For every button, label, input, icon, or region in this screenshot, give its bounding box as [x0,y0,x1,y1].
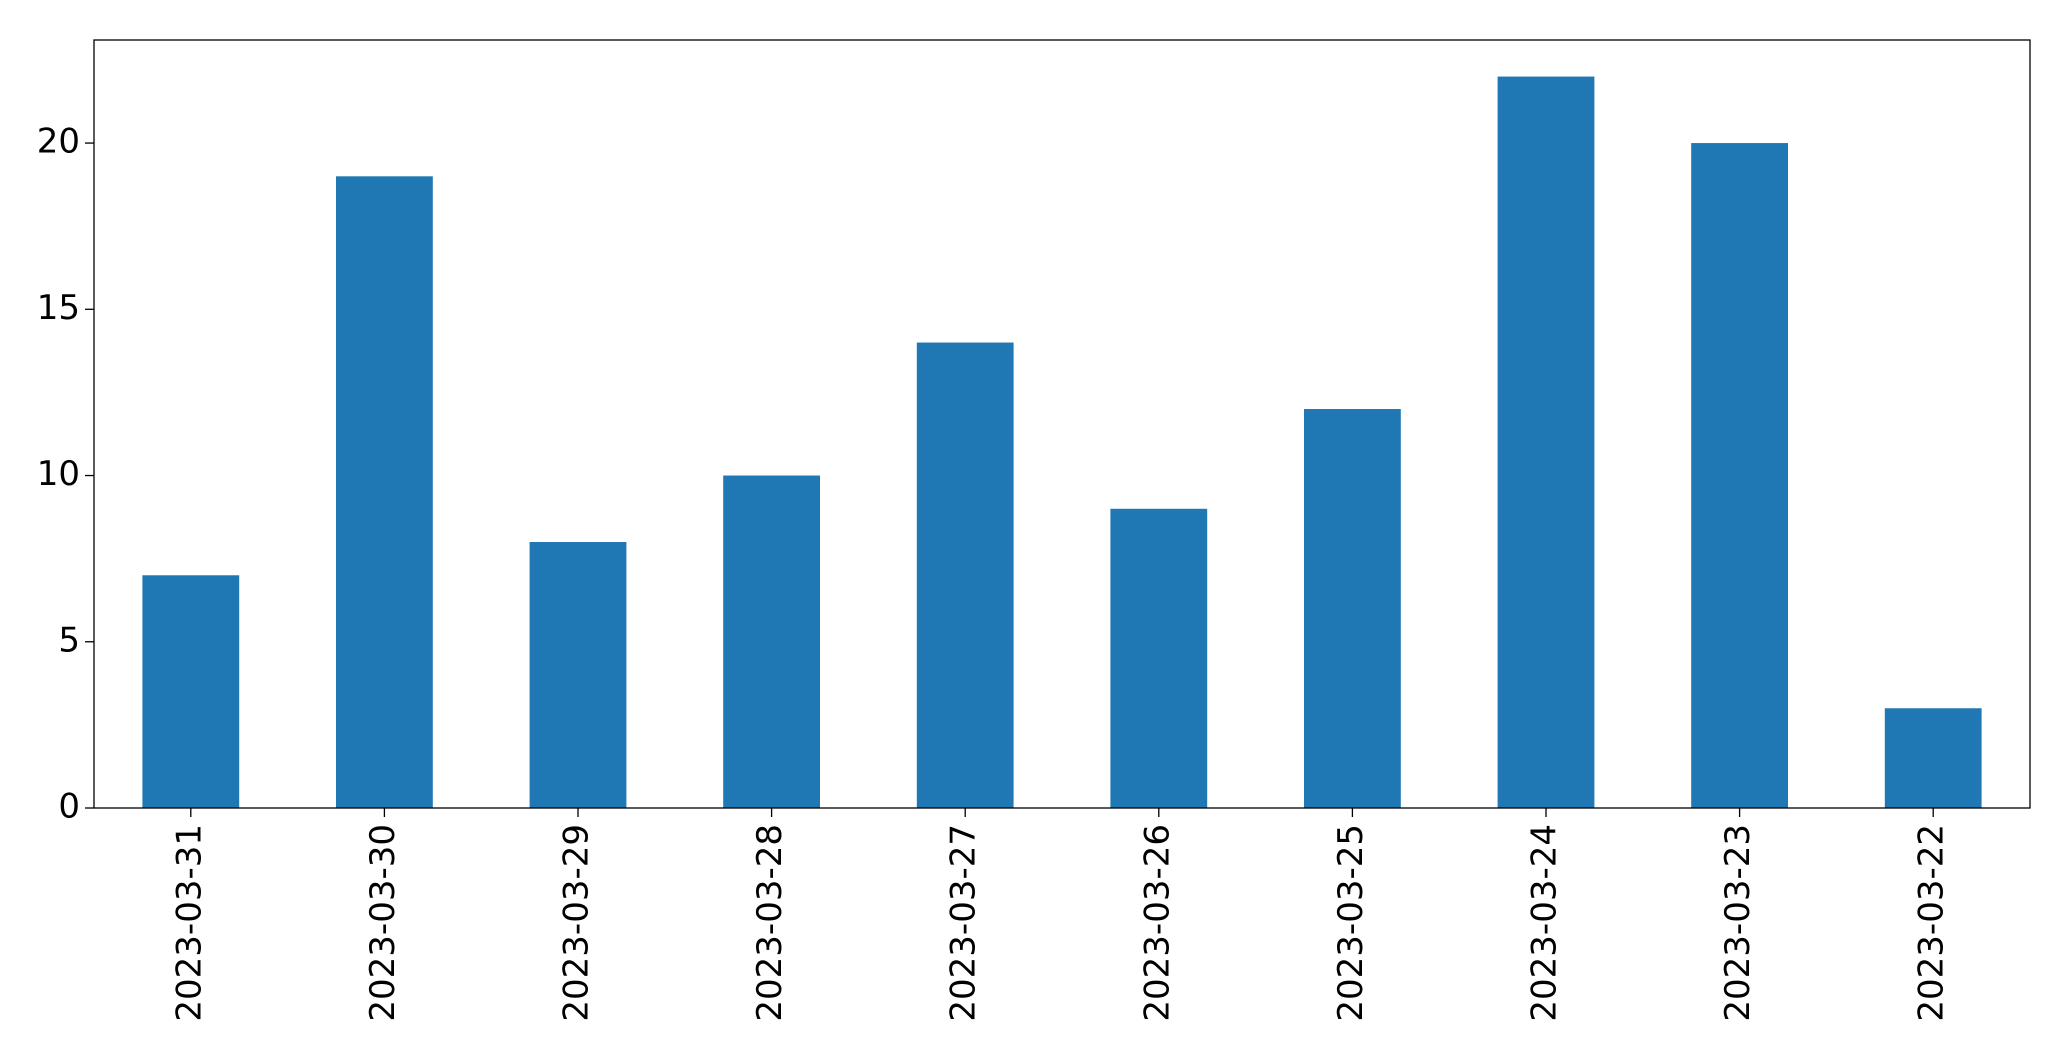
bar [1884,708,1982,808]
x-tick-label: 2023-03-28 [750,824,790,1022]
bar [336,176,433,808]
x-tick-label: 2023-03-23 [1718,824,1758,1022]
y-tick-label: 0 [58,787,80,827]
x-tick-label: 2023-03-25 [1331,824,1371,1022]
bar [1110,508,1208,808]
bar [1691,143,1788,808]
y-tick-label: 5 [58,620,80,660]
bar [1304,409,1401,808]
x-tick-label: 2023-03-22 [1912,824,1952,1022]
bar [916,342,1014,808]
bar [142,575,240,808]
x-tick-label: 2023-03-31 [169,824,209,1022]
x-tick-label: 2023-03-30 [363,824,403,1022]
x-tick-label: 2023-03-27 [944,824,984,1022]
plot-frame [93,39,2031,809]
bar [1497,76,1595,809]
x-tick-label: 2023-03-26 [1137,824,1177,1022]
y-tick-label: 20 [37,122,80,162]
bar [529,542,627,808]
x-tick-label: 2023-03-29 [557,824,597,1022]
y-tick-label: 15 [37,288,80,328]
bar [723,475,820,808]
y-tick-label: 10 [37,454,80,494]
x-tick-label: 2023-03-24 [1525,824,1565,1022]
